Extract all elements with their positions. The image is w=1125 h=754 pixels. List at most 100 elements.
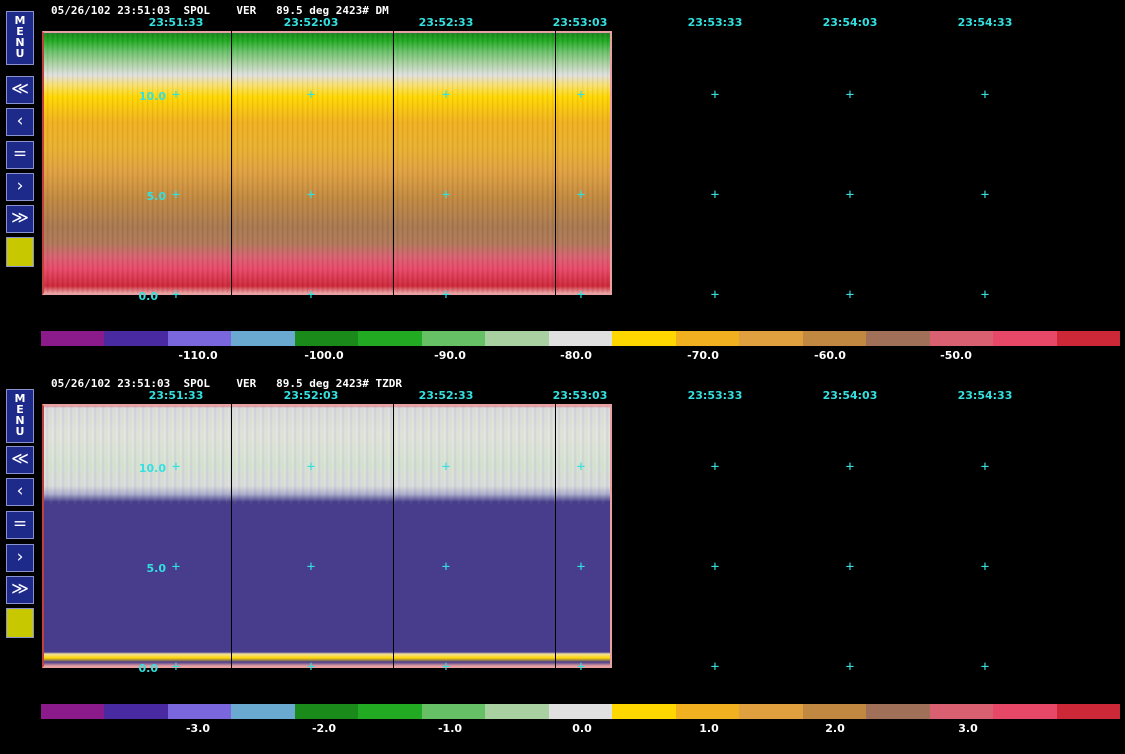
grid-cross-marker: + xyxy=(710,87,720,103)
dm-radar-image[interactable] xyxy=(42,31,612,295)
time-divider xyxy=(555,404,556,668)
grid-cross-marker: + xyxy=(576,459,586,475)
time-label: 23:54:33 xyxy=(957,389,1013,402)
time-label: 23:53:03 xyxy=(552,389,608,402)
color-scale-segment xyxy=(41,331,105,346)
time-label: 23:51:33 xyxy=(148,16,204,29)
time-label: 23:54:33 xyxy=(957,16,1013,29)
plot-frame xyxy=(42,404,612,668)
grid-cross-marker: + xyxy=(576,287,586,303)
color-scale-segment xyxy=(231,704,295,719)
tzdr-radar-image[interactable] xyxy=(42,404,612,668)
color-scale-segment xyxy=(358,704,422,719)
grid-cross-marker: + xyxy=(171,659,181,675)
step-back-button[interactable]: ‹ xyxy=(6,478,34,506)
color-scale-segment xyxy=(548,704,613,719)
color-toggle-button[interactable] xyxy=(6,608,34,638)
grid-cross-marker: + xyxy=(441,287,451,303)
fast-forward-button[interactable]: ≫ xyxy=(6,576,34,604)
color-scale-segment xyxy=(294,704,359,719)
grid-cross-marker: + xyxy=(306,187,316,203)
panel-header: 05/26/102 23:51:03 SPOL VER 89.5 deg 242… xyxy=(51,377,402,390)
color-scale-segment xyxy=(421,331,486,346)
scale-label: -2.0 xyxy=(311,722,337,735)
height-label: 10.0 xyxy=(138,462,166,475)
fast-forward-button[interactable]: ≫ xyxy=(6,205,34,233)
grid-cross-marker: + xyxy=(576,659,586,675)
grid-cross-marker: + xyxy=(441,459,451,475)
stop-button[interactable]: = xyxy=(6,511,34,539)
grid-cross-marker: + xyxy=(980,287,990,303)
grid-cross-marker: + xyxy=(980,87,990,103)
menu-letter: U xyxy=(15,425,25,438)
time-label: 23:53:33 xyxy=(687,389,743,402)
grid-cross-marker: + xyxy=(980,459,990,475)
scale-label: 2.0 xyxy=(825,722,845,735)
color-scale-bar xyxy=(41,704,1120,719)
color-scale-segment xyxy=(612,704,676,719)
height-label: 10.0 xyxy=(138,90,166,103)
stop-button[interactable]: = xyxy=(6,141,34,169)
noise-texture xyxy=(42,404,612,504)
color-scale-segment xyxy=(548,331,613,346)
grid-cross-marker: + xyxy=(171,559,181,575)
time-divider xyxy=(393,31,394,295)
color-scale-segment xyxy=(167,331,232,346)
scale-label: -3.0 xyxy=(185,722,211,735)
grid-cross-marker: + xyxy=(441,659,451,675)
color-scale-segment xyxy=(167,704,232,719)
grid-cross-marker: + xyxy=(845,187,855,203)
noise-texture xyxy=(42,31,612,295)
time-divider xyxy=(231,404,232,668)
grid-cross-marker: + xyxy=(306,87,316,103)
color-scale-segment xyxy=(802,331,867,346)
scale-label: -50.0 xyxy=(940,349,972,362)
color-scale-segment xyxy=(675,331,740,346)
color-scale-segment xyxy=(802,704,867,719)
grid-cross-marker: + xyxy=(980,559,990,575)
height-label: 5.0 xyxy=(146,190,167,203)
panel-header: 05/26/102 23:51:03 SPOL VER 89.5 deg 242… xyxy=(51,4,389,17)
radar-panel-dm: M E N U ≪ ‹ = › ≫ 05/26/102 23:51:03 SPO… xyxy=(0,0,1125,372)
grid-cross-marker: + xyxy=(710,459,720,475)
time-label: 23:54:03 xyxy=(822,16,878,29)
rewind-button[interactable]: ≪ xyxy=(6,76,34,104)
color-scale-segment xyxy=(358,331,422,346)
time-divider xyxy=(231,31,232,295)
time-divider xyxy=(555,31,556,295)
menu-letter: M xyxy=(14,392,26,405)
height-label: 0.0 xyxy=(138,290,159,303)
rewind-button[interactable]: ≪ xyxy=(6,446,34,474)
grid-cross-marker: + xyxy=(171,459,181,475)
color-scale-segment xyxy=(739,704,803,719)
color-scale-segment xyxy=(993,704,1057,719)
menu-button[interactable]: M E N U xyxy=(6,11,34,65)
grid-cross-marker: + xyxy=(171,187,181,203)
grid-cross-marker: + xyxy=(441,87,451,103)
color-toggle-button[interactable] xyxy=(6,237,34,267)
grid-cross-marker: + xyxy=(980,659,990,675)
scale-label: -1.0 xyxy=(437,722,463,735)
grid-cross-marker: + xyxy=(845,559,855,575)
scale-label: -90.0 xyxy=(434,349,466,362)
time-label: 23:52:03 xyxy=(283,16,339,29)
menu-button[interactable]: M E N U xyxy=(6,389,34,443)
step-forward-button[interactable]: › xyxy=(6,173,34,201)
step-back-button[interactable]: ‹ xyxy=(6,108,34,136)
step-forward-button[interactable]: › xyxy=(6,544,34,572)
grid-cross-marker: + xyxy=(576,559,586,575)
scale-label: -80.0 xyxy=(560,349,592,362)
color-scale-segment xyxy=(929,331,994,346)
grid-cross-marker: + xyxy=(845,87,855,103)
time-label: 23:53:03 xyxy=(552,16,608,29)
grid-cross-marker: + xyxy=(845,287,855,303)
grid-cross-marker: + xyxy=(306,287,316,303)
color-scale-segment xyxy=(104,704,168,719)
color-scale-segment xyxy=(993,331,1057,346)
menu-letter: U xyxy=(15,47,25,60)
scale-label: 0.0 xyxy=(572,722,592,735)
scale-label: 3.0 xyxy=(958,722,978,735)
menu-letter: E xyxy=(16,403,24,416)
time-label: 23:54:03 xyxy=(822,389,878,402)
time-label: 23:52:33 xyxy=(418,389,474,402)
